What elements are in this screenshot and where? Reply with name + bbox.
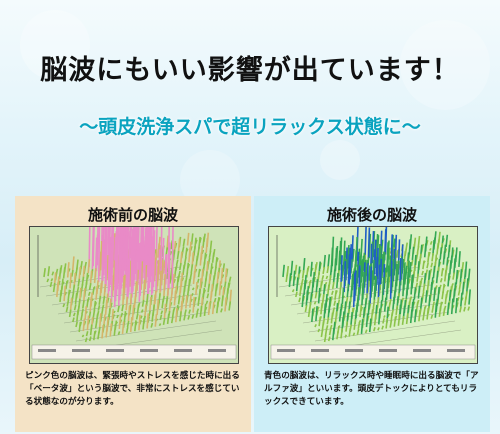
headline: 脳波にもいい影響が出ています！ [40,55,460,86]
before-panel: 施術前の脳波 ピンク色の脳波は、緊張時やストレスを感じた時に出る「ベータ波」とい… [15,196,251,432]
before-description: ピンク色の脳波は、緊張時やストレスを感じた時に出る「ベータ波」という脳波で、非常… [25,371,240,407]
after-description: 青色の脳波は、リラックス時や睡眠時に出る脳波で「アルファ波」といいます。頭皮デト… [264,371,479,407]
bokeh-decoration [320,140,360,180]
before-brainwave-image [31,227,237,360]
after-panel: 施術後の脳波 青色の脳波は、リラックス時や睡眠時に出る脳波で「アルファ波」といい… [254,196,490,432]
after-title: 施術後の脳波 [326,206,417,224]
after-brainwave-image [270,227,476,360]
before-brainwave-graph [29,226,239,364]
bokeh-decoration [20,10,90,80]
after-brainwave-graph [268,226,478,364]
subheadline: ～頭皮洗浄スパで超リラックス状態に～ [79,116,421,138]
bokeh-decoration [400,20,490,110]
before-title: 施術前の脳波 [87,206,178,224]
